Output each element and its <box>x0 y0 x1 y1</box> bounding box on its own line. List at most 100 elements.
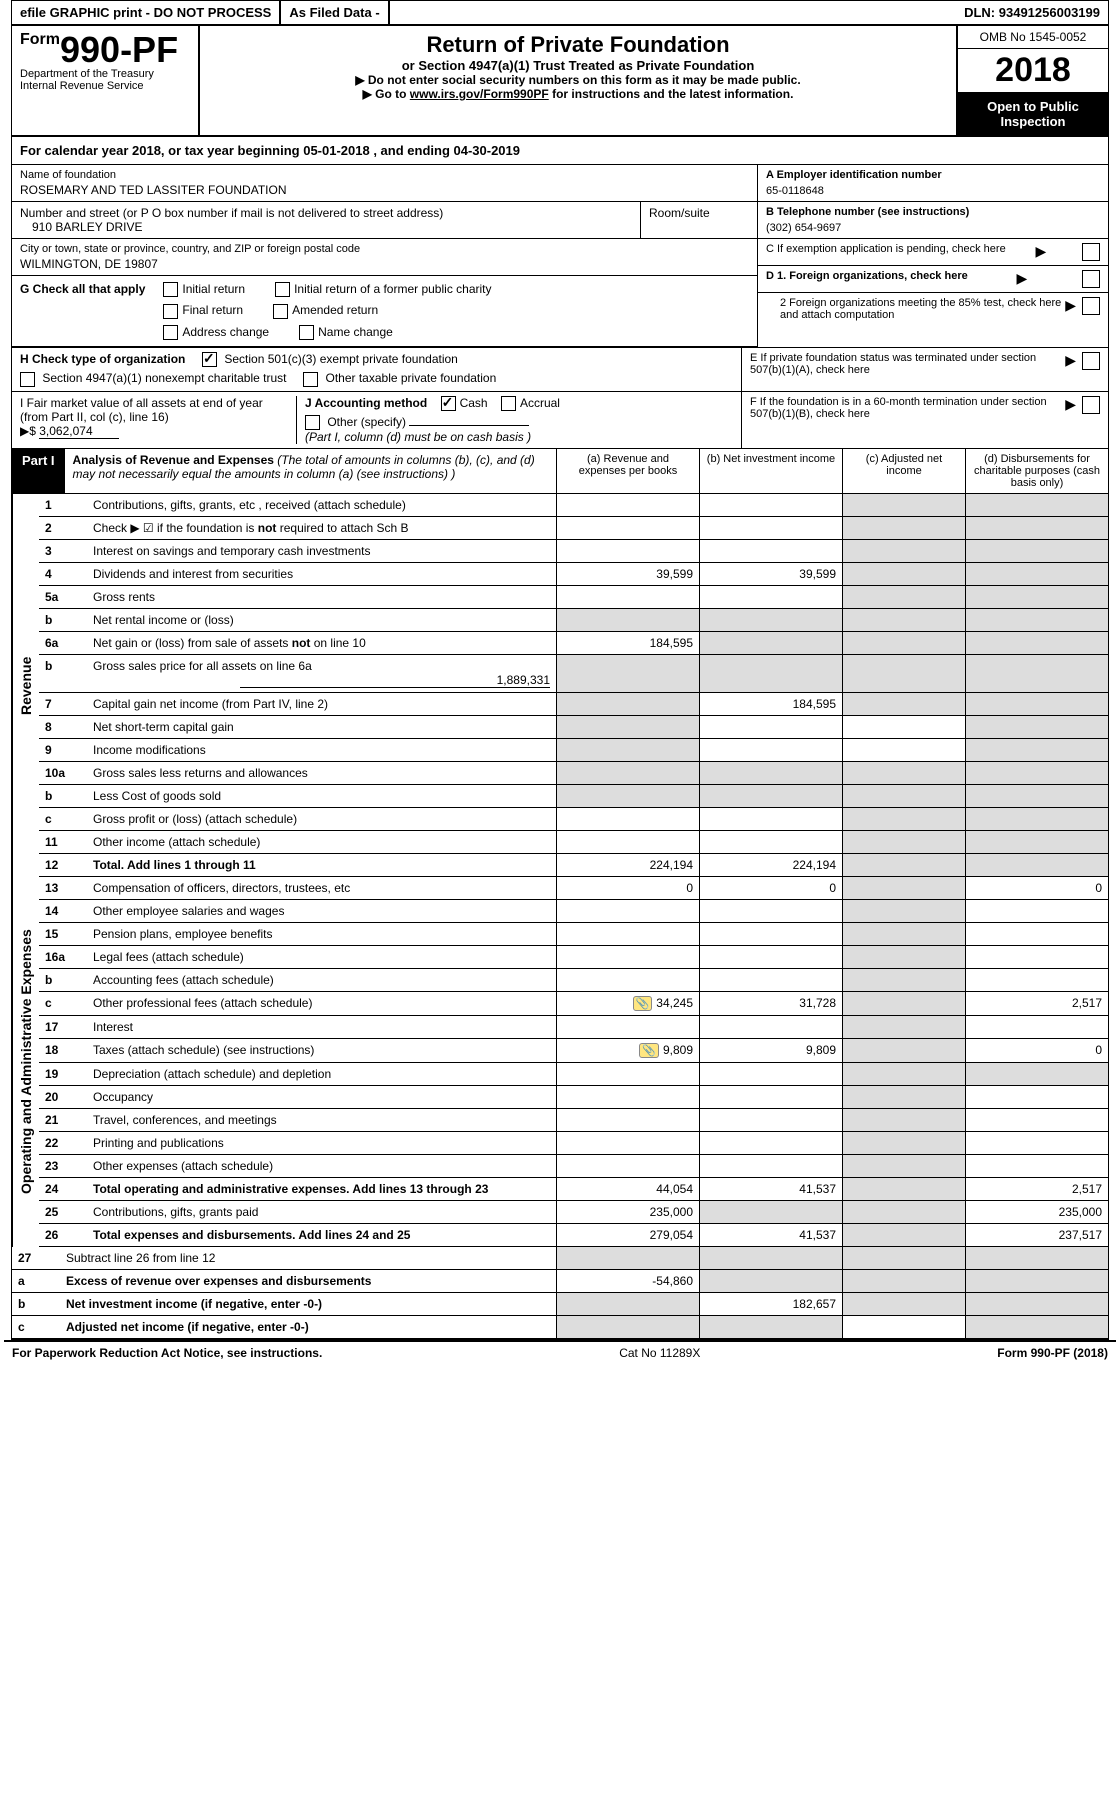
line-num: 9 <box>39 739 87 761</box>
line-num: 20 <box>39 1086 87 1108</box>
line-num: 19 <box>39 1063 87 1085</box>
cell-b: 41,537 <box>699 1224 842 1246</box>
dln-cell: DLN: 93491256003199 <box>956 1 1108 24</box>
table-row: 9Income modifications <box>39 739 1108 762</box>
cell-c <box>842 808 965 830</box>
table-row: 19Depreciation (attach schedule) and dep… <box>39 1063 1108 1086</box>
part1-label: Part I <box>12 449 65 493</box>
cell-a <box>556 1155 699 1177</box>
cell-b <box>699 1270 842 1292</box>
line-num: b <box>39 969 87 991</box>
checkbox-c <box>1082 243 1100 261</box>
cell-a <box>556 655 699 692</box>
table-row: 2Check ▶ ☑ if the foundation is not requ… <box>39 517 1108 540</box>
line-num: 15 <box>39 923 87 945</box>
cell-b <box>699 739 842 761</box>
table-row: 18Taxes (attach schedule) (see instructi… <box>39 1039 1108 1063</box>
d2-label: 2 Foreign organizations meeting the 85% … <box>766 297 1065 321</box>
line-desc: Contributions, gifts, grants, etc , rece… <box>87 494 556 516</box>
form-subtitle: or Section 4947(a)(1) Trust Treated as P… <box>208 58 948 73</box>
cell-d <box>965 1293 1108 1315</box>
cell-c <box>842 1109 965 1131</box>
line-num: 1 <box>39 494 87 516</box>
checkbox-d2 <box>1082 297 1100 315</box>
cell-c <box>842 1178 965 1200</box>
tel-value: (302) 654-9697 <box>766 218 1100 234</box>
cell-b <box>699 1063 842 1085</box>
cell-a <box>556 1086 699 1108</box>
cell-c <box>842 693 965 715</box>
cell-a <box>556 808 699 830</box>
cell-c <box>842 609 965 631</box>
col-b-header: (b) Net investment income <box>699 449 842 493</box>
cell-d <box>965 831 1108 853</box>
col-a-header: (a) Revenue and expenses per books <box>556 449 699 493</box>
line-num: 11 <box>39 831 87 853</box>
cell-d <box>965 946 1108 968</box>
foundation-name: ROSEMARY AND TED LASSITER FOUNDATION <box>20 181 749 197</box>
cell-c <box>842 586 965 608</box>
dln-value: 93491256003199 <box>999 5 1100 20</box>
cell-d <box>965 586 1108 608</box>
cell-d <box>965 969 1108 991</box>
checkbox-amended <box>273 304 288 319</box>
cell-d <box>965 517 1108 539</box>
cell-d <box>965 762 1108 784</box>
table-row: 14Other employee salaries and wages <box>39 900 1108 923</box>
ij-row: I Fair market value of all assets at end… <box>12 392 1108 450</box>
line-num: 2 <box>39 517 87 539</box>
d1-label: D 1. Foreign organizations, check here <box>766 270 968 282</box>
cell-d: 0 <box>965 1039 1108 1062</box>
footer-mid: Cat No 11289X <box>619 1346 700 1360</box>
tel-label: B Telephone number (see instructions) <box>766 206 1100 218</box>
table-row: cAdjusted net income (if negative, enter… <box>12 1316 1108 1339</box>
cell-b <box>699 586 842 608</box>
inst2: ▶ Go to www.irs.gov/Form990PF for instru… <box>208 87 948 101</box>
cell-a: 224,194 <box>556 854 699 876</box>
line-num: 13 <box>39 877 87 899</box>
cell-c <box>842 1132 965 1154</box>
cell-c <box>842 877 965 899</box>
cell-a: 279,054 <box>556 1224 699 1246</box>
cell-a <box>556 609 699 631</box>
line-desc: Pension plans, employee benefits <box>87 923 556 945</box>
cell-c <box>842 1224 965 1246</box>
line-num: 5a <box>39 586 87 608</box>
expenses-side-label: Operating and Administrative Expenses <box>12 877 39 1247</box>
line-desc: Total expenses and disbursements. Add li… <box>87 1224 556 1246</box>
attachment-icon[interactable]: 📎 <box>639 1043 659 1058</box>
line-desc: Adjusted net income (if negative, enter … <box>60 1316 556 1338</box>
line-desc: Total. Add lines 1 through 11 <box>87 854 556 876</box>
line-desc: Printing and publications <box>87 1132 556 1154</box>
part1-header: Part I Analysis of Revenue and Expenses … <box>12 449 1108 494</box>
line-desc: Other employee salaries and wages <box>87 900 556 922</box>
table-row: 4Dividends and interest from securities … <box>39 563 1108 586</box>
cell-a <box>556 946 699 968</box>
cell-b <box>699 923 842 945</box>
line-desc: Gross profit or (loss) (attach schedule) <box>87 808 556 830</box>
cell-b: 9,809 <box>699 1039 842 1062</box>
line-desc: Occupancy <box>87 1086 556 1108</box>
form-prefix: Form <box>20 31 60 48</box>
inst-link[interactable]: www.irs.gov/Form990PF <box>410 87 549 101</box>
checkbox-d1 <box>1082 270 1100 288</box>
table-row: 13Compensation of officers, directors, t… <box>39 877 1108 900</box>
attachment-icon[interactable]: 📎 <box>633 996 653 1011</box>
header-center: Return of Private Foundation or Section … <box>200 26 956 135</box>
cell-c <box>842 1039 965 1062</box>
form-number: 990-PF <box>60 29 178 70</box>
cell-b: 0 <box>699 877 842 899</box>
cell-b <box>699 655 842 692</box>
checkbox-addr-change <box>163 325 178 340</box>
foundation-info-row: Name of foundation ROSEMARY AND TED LASS… <box>12 165 1108 348</box>
line-desc: Gross sales price for all assets on line… <box>87 655 556 692</box>
cell-a <box>556 1132 699 1154</box>
line-num: b <box>39 785 87 807</box>
as-filed-label: As Filed Data - <box>281 1 389 24</box>
line-desc: Net gain or (loss) from sale of assets n… <box>87 632 556 654</box>
cell-b <box>699 494 842 516</box>
line-desc: Dividends and interest from securities <box>87 563 556 585</box>
line-num: 26 <box>39 1224 87 1246</box>
cell-a <box>556 586 699 608</box>
table-row: bLess Cost of goods sold <box>39 785 1108 808</box>
